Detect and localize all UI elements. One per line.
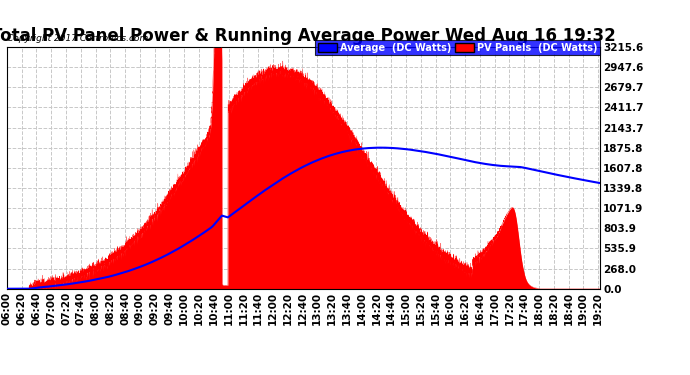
- Text: Copyright 2017 Cartronics.com: Copyright 2017 Cartronics.com: [7, 34, 148, 43]
- Legend: Average  (DC Watts), PV Panels  (DC Watts): Average (DC Watts), PV Panels (DC Watts): [315, 40, 600, 56]
- Title: Total PV Panel Power & Running Average Power Wed Aug 16 19:32: Total PV Panel Power & Running Average P…: [0, 27, 616, 45]
